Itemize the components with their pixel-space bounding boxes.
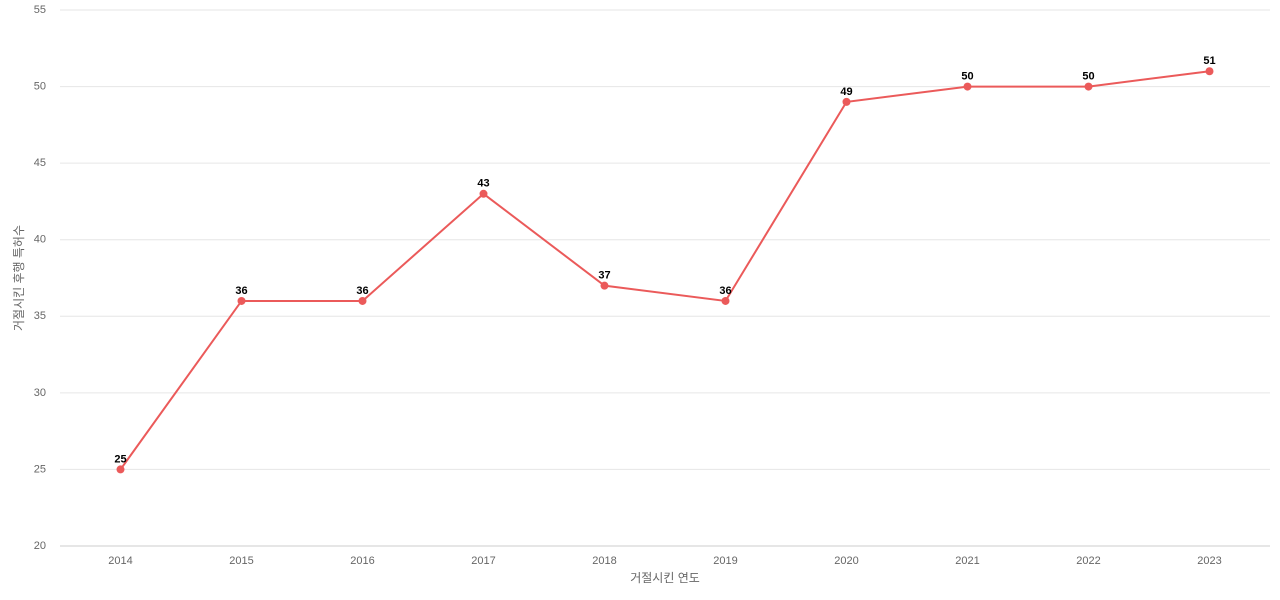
data-point (479, 189, 488, 198)
data-label: 51 (1203, 55, 1215, 67)
data-point (1084, 82, 1093, 91)
x-tick-label: 2015 (229, 555, 253, 567)
y-tick-label: 35 (34, 310, 46, 322)
data-point (963, 82, 972, 91)
x-axis-label: 거절시킨 연도 (630, 571, 700, 585)
data-label: 36 (719, 285, 731, 297)
data-label: 25 (114, 453, 126, 465)
x-tick-label: 2020 (834, 555, 858, 567)
data-point (842, 97, 851, 106)
data-label: 43 (477, 178, 489, 190)
data-point (237, 296, 246, 305)
y-tick-label: 55 (34, 4, 46, 16)
data-label: 36 (356, 285, 368, 297)
y-tick-label: 50 (34, 80, 46, 92)
x-tick-label: 2021 (955, 555, 979, 567)
data-point (721, 296, 730, 305)
data-point (1205, 67, 1214, 76)
series-line (119, 70, 1210, 471)
x-tick-label: 2017 (471, 555, 495, 567)
x-tick-label: 2014 (108, 555, 132, 567)
data-label: 36 (235, 285, 247, 297)
x-tick-label: 2023 (1197, 555, 1221, 567)
y-tick-label: 25 (34, 463, 46, 475)
y-tick-label: 30 (34, 387, 46, 399)
data-point (358, 296, 367, 305)
data-point (116, 465, 125, 474)
y-tick-label: 20 (34, 540, 46, 552)
x-tick-label: 2022 (1076, 555, 1100, 567)
data-label: 49 (840, 86, 852, 98)
x-tick-label: 2018 (592, 555, 616, 567)
x-tick-label: 2019 (713, 555, 737, 567)
data-label: 50 (1082, 70, 1094, 82)
y-tick-label: 45 (34, 157, 46, 169)
y-axis-label: 거절시킨 후행 특허수 (11, 225, 26, 331)
data-label: 50 (961, 70, 973, 82)
y-tick-label: 40 (34, 234, 46, 246)
x-tick-label: 2016 (350, 555, 374, 567)
data-label: 37 (598, 270, 610, 282)
data-point (600, 281, 609, 290)
